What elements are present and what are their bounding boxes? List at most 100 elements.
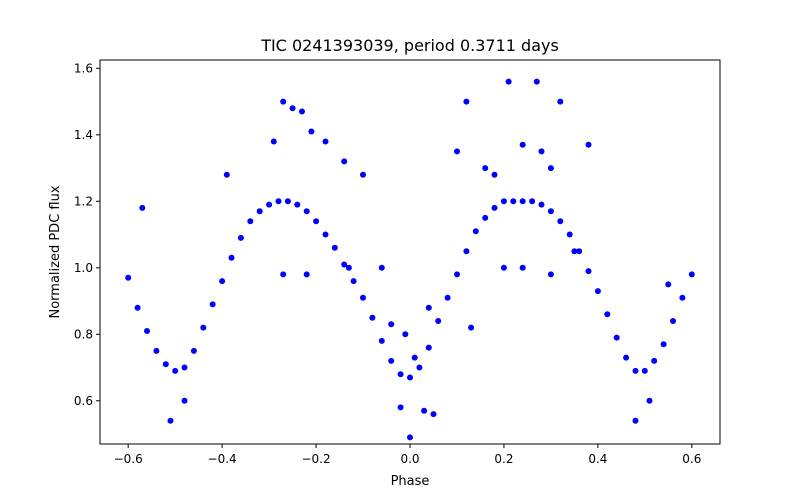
data-point	[144, 328, 150, 334]
data-point	[341, 158, 348, 165]
data-point	[167, 417, 174, 424]
data-point	[538, 148, 545, 155]
data-point	[538, 201, 545, 208]
data-point	[388, 321, 395, 328]
data-point	[454, 271, 460, 278]
data-point	[557, 218, 564, 225]
data-point	[181, 397, 188, 404]
data-point	[270, 138, 277, 145]
data-point	[200, 324, 207, 331]
data-point	[529, 198, 536, 205]
data-point	[411, 354, 418, 361]
data-point	[388, 357, 395, 364]
data-point	[425, 344, 432, 351]
data-point	[613, 334, 620, 341]
plot-frame	[99, 59, 721, 445]
data-point	[294, 201, 301, 208]
data-point	[125, 274, 132, 281]
x-tick-label: 0.2	[494, 452, 513, 466]
data-point	[322, 231, 329, 238]
data-point	[594, 288, 601, 295]
data-point	[547, 271, 554, 278]
data-point	[500, 198, 507, 205]
y-tick-label: 1.2	[74, 194, 93, 208]
data-point	[256, 208, 263, 215]
data-point	[566, 231, 573, 238]
data-point	[585, 141, 592, 148]
y-tick-label: 0.6	[74, 394, 93, 408]
x-axis-ticks: −0.6 −0.4 −0.2 0.0 0.2 0.4 0.6	[114, 444, 701, 466]
data-point	[181, 364, 188, 371]
data-point	[190, 347, 197, 354]
data-point	[172, 367, 179, 374]
data-point	[547, 165, 554, 172]
data-point	[491, 204, 498, 211]
data-point	[571, 248, 578, 255]
x-tick-label: −0.6	[114, 452, 143, 466]
chart-title: TIC 0241393039, period 0.3711 days	[260, 36, 559, 55]
data-point	[247, 218, 254, 225]
data-point	[425, 304, 432, 311]
x-tick-label: 0.4	[588, 452, 607, 466]
data-point	[378, 337, 385, 344]
data-point	[576, 248, 583, 255]
data-point	[303, 208, 310, 215]
x-tick-label: 0.0	[400, 452, 419, 466]
data-point	[407, 374, 413, 381]
data-point	[266, 201, 273, 208]
data-point	[430, 411, 437, 418]
data-point	[308, 128, 315, 135]
y-axis-ticks: 0.6 0.8 1.0 1.2 1.4 1.6	[74, 61, 100, 408]
data-point	[350, 278, 357, 285]
data-point	[651, 357, 658, 364]
data-point	[289, 105, 296, 112]
data-point	[139, 204, 146, 211]
data-point	[444, 294, 451, 301]
scatter-points	[125, 78, 695, 441]
data-point	[463, 248, 470, 255]
data-point	[397, 371, 404, 378]
data-point	[162, 361, 169, 368]
data-point	[463, 98, 470, 105]
data-point	[407, 434, 413, 441]
data-point	[505, 78, 512, 85]
data-point	[547, 208, 554, 215]
data-point	[303, 271, 310, 278]
data-point	[491, 171, 498, 178]
data-point	[585, 268, 592, 275]
data-point	[280, 98, 287, 105]
data-point	[641, 367, 648, 374]
x-tick-label: −0.2	[301, 452, 330, 466]
data-point	[228, 254, 235, 261]
data-point	[134, 304, 141, 311]
data-point	[416, 364, 423, 371]
data-point	[275, 198, 282, 205]
data-point	[604, 311, 611, 318]
data-point	[378, 264, 385, 271]
data-point	[632, 417, 639, 424]
data-point	[472, 228, 479, 235]
y-axis-label: Normalized PDC flux	[48, 185, 63, 318]
data-point	[510, 198, 517, 205]
data-point	[482, 214, 489, 221]
data-point	[331, 244, 338, 251]
data-point	[360, 171, 366, 178]
data-point	[632, 367, 639, 374]
x-axis-label: Phase	[391, 474, 430, 489]
y-tick-label: 1.0	[74, 261, 93, 275]
data-point	[500, 264, 507, 271]
data-point	[345, 264, 352, 271]
x-tick-label: −0.4	[208, 452, 237, 466]
data-point	[679, 294, 686, 301]
data-point	[313, 218, 320, 225]
data-point	[660, 341, 667, 348]
data-point	[665, 281, 672, 288]
data-point	[209, 301, 216, 308]
data-point	[670, 318, 676, 324]
data-point	[533, 78, 540, 85]
x-tick-label: 0.6	[682, 452, 701, 466]
data-point	[237, 234, 244, 241]
data-point	[646, 397, 653, 404]
data-point	[369, 314, 376, 321]
